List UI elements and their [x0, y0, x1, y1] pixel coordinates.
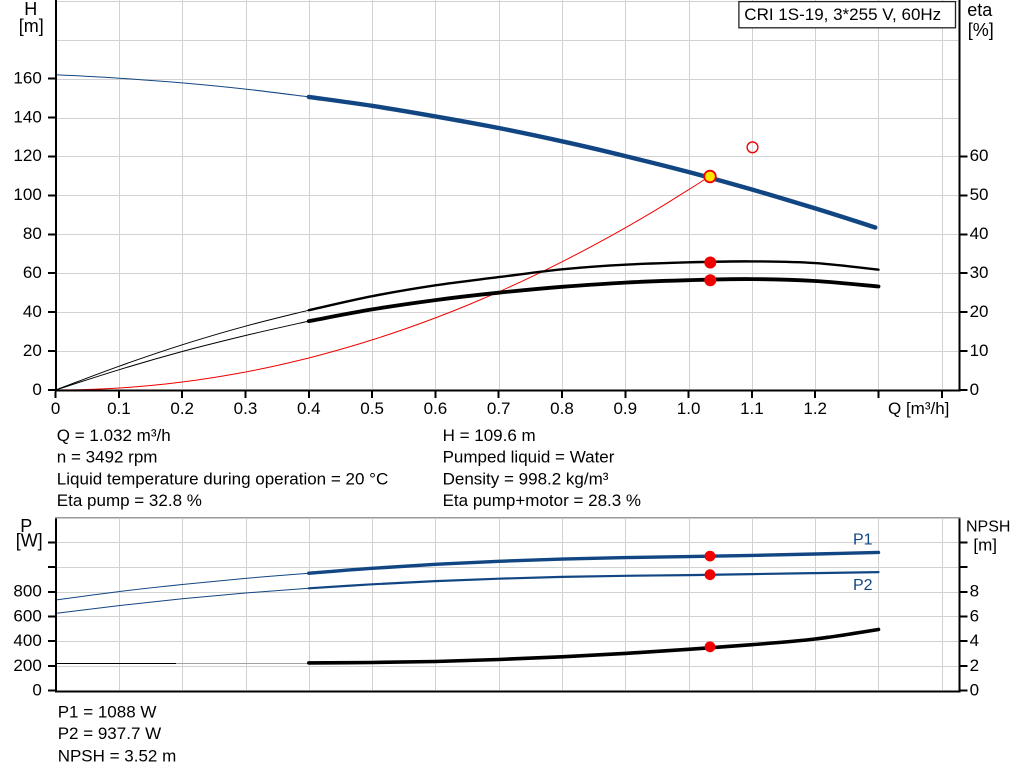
svg-text:n = 3492 rpm: n = 3492 rpm: [57, 448, 158, 467]
svg-text:0.6: 0.6: [424, 399, 448, 418]
svg-text:0.1: 0.1: [107, 399, 131, 418]
svg-text:6: 6: [970, 606, 979, 625]
svg-text:[%]: [%]: [968, 20, 994, 40]
svg-text:[m]: [m]: [973, 536, 997, 555]
svg-text:800: 800: [13, 582, 41, 601]
svg-text:120: 120: [13, 146, 41, 165]
svg-text:0.3: 0.3: [234, 399, 258, 418]
svg-text:Q [m³/h]: Q [m³/h]: [888, 399, 949, 418]
svg-text:600: 600: [13, 606, 41, 625]
svg-text:eta: eta: [967, 0, 993, 20]
svg-text:[m]: [m]: [19, 16, 44, 36]
svg-text:0: 0: [970, 681, 979, 700]
svg-text:0: 0: [32, 380, 41, 399]
svg-text:P1 = 1088 W: P1 = 1088 W: [58, 702, 157, 721]
svg-text:Pumped liquid = Water: Pumped liquid = Water: [443, 448, 615, 467]
svg-text:50: 50: [970, 185, 989, 204]
svg-text:8: 8: [970, 582, 979, 601]
svg-text:P: P: [20, 516, 32, 536]
svg-text:0: 0: [32, 681, 41, 700]
svg-text:30: 30: [970, 263, 989, 282]
svg-text:Eta pump = 32.8 %: Eta pump = 32.8 %: [57, 491, 202, 510]
svg-text:60: 60: [970, 146, 989, 165]
svg-text:40: 40: [23, 302, 42, 321]
svg-text:1.1: 1.1: [740, 399, 764, 418]
svg-text:H: H: [24, 0, 37, 19]
svg-text:0.4: 0.4: [297, 399, 321, 418]
svg-text:100: 100: [13, 185, 41, 204]
svg-text:160: 160: [13, 68, 41, 87]
svg-text:80: 80: [23, 224, 42, 243]
svg-text:0.9: 0.9: [613, 399, 637, 418]
svg-text:0.8: 0.8: [550, 399, 574, 418]
svg-text:P2: P2: [853, 577, 873, 594]
svg-text:0: 0: [970, 380, 979, 399]
svg-text:1.0: 1.0: [677, 399, 701, 418]
svg-text:NPSH: NPSH: [966, 519, 1010, 536]
svg-text:4: 4: [970, 631, 979, 650]
svg-text:Q = 1.032 m³/h: Q = 1.032 m³/h: [57, 426, 171, 445]
svg-text:40: 40: [970, 224, 989, 243]
svg-text:P2 = 937.7 W: P2 = 937.7 W: [58, 724, 161, 743]
svg-text:1.2: 1.2: [803, 399, 827, 418]
svg-text:0.7: 0.7: [487, 399, 511, 418]
svg-text:P1: P1: [853, 532, 873, 549]
svg-text:2: 2: [970, 656, 979, 675]
svg-text:0.2: 0.2: [170, 399, 194, 418]
svg-text:[W]: [W]: [16, 531, 43, 551]
svg-text:0: 0: [51, 399, 60, 418]
svg-text:10: 10: [970, 341, 989, 360]
svg-text:140: 140: [13, 107, 41, 126]
svg-text:H = 109.6 m: H = 109.6 m: [443, 426, 536, 445]
svg-text:200: 200: [13, 656, 41, 675]
svg-text:20: 20: [970, 302, 989, 321]
svg-text:Eta pump+motor = 28.3 %: Eta pump+motor = 28.3 %: [443, 491, 641, 510]
svg-text:400: 400: [13, 631, 41, 650]
svg-text:20: 20: [23, 341, 42, 360]
svg-text:CRI 1S-19, 3*255 V, 60Hz: CRI 1S-19, 3*255 V, 60Hz: [744, 5, 941, 24]
svg-text:60: 60: [23, 263, 42, 282]
svg-text:NPSH = 3.52 m: NPSH = 3.52 m: [58, 746, 177, 765]
svg-text:0.5: 0.5: [360, 399, 384, 418]
svg-text:Liquid temperature during oper: Liquid temperature during operation = 20…: [57, 469, 388, 488]
svg-text:Density = 998.2 kg/m³: Density = 998.2 kg/m³: [443, 469, 609, 488]
